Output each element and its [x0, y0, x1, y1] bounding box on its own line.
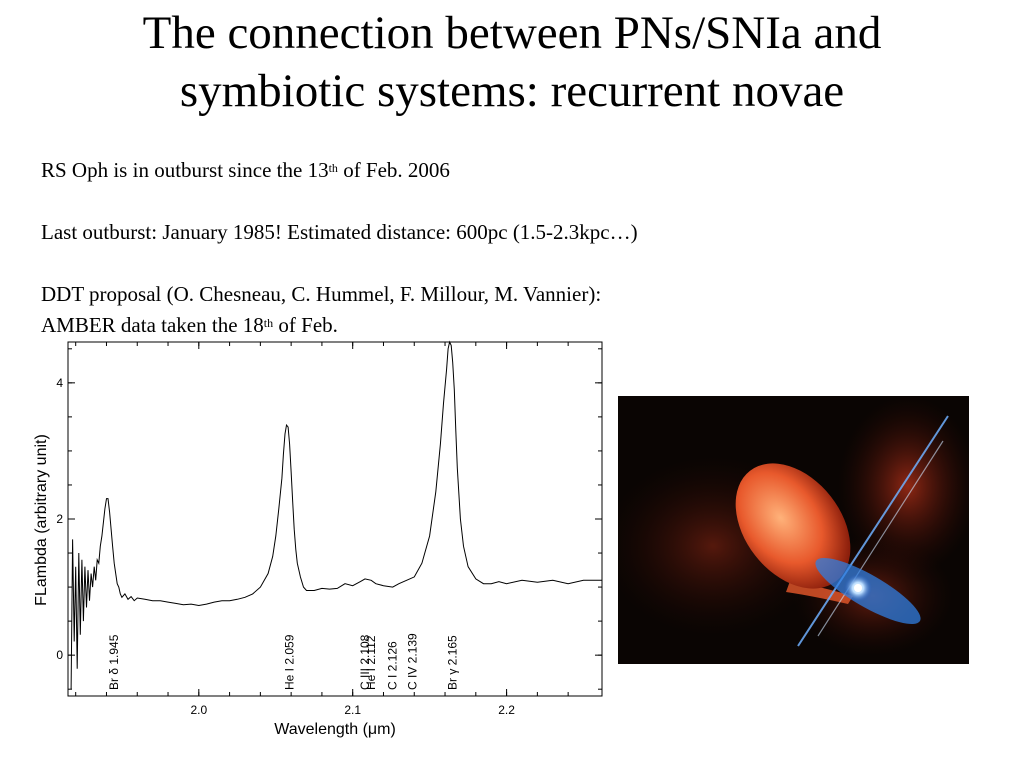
title-line-1: The connection between PNs/SNIa and: [142, 7, 882, 59]
outburst-date: of Feb. 2006: [337, 158, 450, 182]
emission-line-label: Br δ 1.945: [107, 634, 121, 690]
y-tick-label: 2: [56, 512, 63, 526]
emission-line-label: Br γ 2.165: [446, 635, 460, 690]
spectrum-chart: 2.0 2.1 2.2 0 2 4 Br δ 1.945 He I 2.059 C III 2…: [33, 340, 603, 738]
last-outburst-line: Last outburst: January 1985! Estimated d…: [41, 220, 638, 244]
x-axis-label: Wavelength (μm): [274, 721, 396, 738]
rs-oph-illustration: [618, 396, 969, 664]
y-axis-label: FLambda (arbitrary unit): [33, 434, 50, 606]
emission-line-label: C IV 2.139: [406, 633, 420, 690]
plot-frame: [67, 341, 603, 697]
axis-ticks: [68, 342, 602, 696]
x-tick-label: 2.1: [344, 703, 361, 717]
y-tick-label: 0: [56, 648, 63, 662]
amber-line: AMBER data taken the 18th of Feb.: [41, 310, 638, 341]
x-tick-label: 2.2: [498, 703, 515, 717]
emission-line-label: C III 2.108: [358, 634, 372, 690]
outburst-sup: th: [328, 161, 338, 175]
title-line-2: symbiotic systems: recurrent novae: [179, 65, 845, 117]
amber-text: AMBER data taken the 18: [41, 313, 264, 337]
outburst-text: RS Oph is in outburst since the 13: [41, 158, 329, 182]
slide-title: The connection between PNs/SNIa and symb…: [0, 4, 1024, 120]
outburst-line: RS Oph is in outburst since the 13th of …: [41, 155, 638, 186]
emission-line-label: He I 2.059: [283, 634, 297, 690]
ddt-proposal-line: DDT proposal (O. Chesneau, C. Hummel, F.…: [41, 282, 602, 306]
tick-labels: 2.0 2.1 2.2 0 2 4: [56, 376, 515, 717]
emission-line-label: C I 2.126: [386, 641, 400, 690]
x-tick-label: 2.0: [190, 703, 207, 717]
red-giant-star: [735, 463, 851, 589]
emission-line-label: He I 2.112: [364, 635, 378, 690]
amber-sup: th: [263, 316, 274, 330]
y-tick-label: 4: [56, 376, 63, 390]
slide-text: RS Oph is in outburst since the 13th of …: [41, 155, 638, 341]
amber-date: of Feb.: [273, 313, 338, 337]
spectrum-line: [70, 340, 602, 690]
